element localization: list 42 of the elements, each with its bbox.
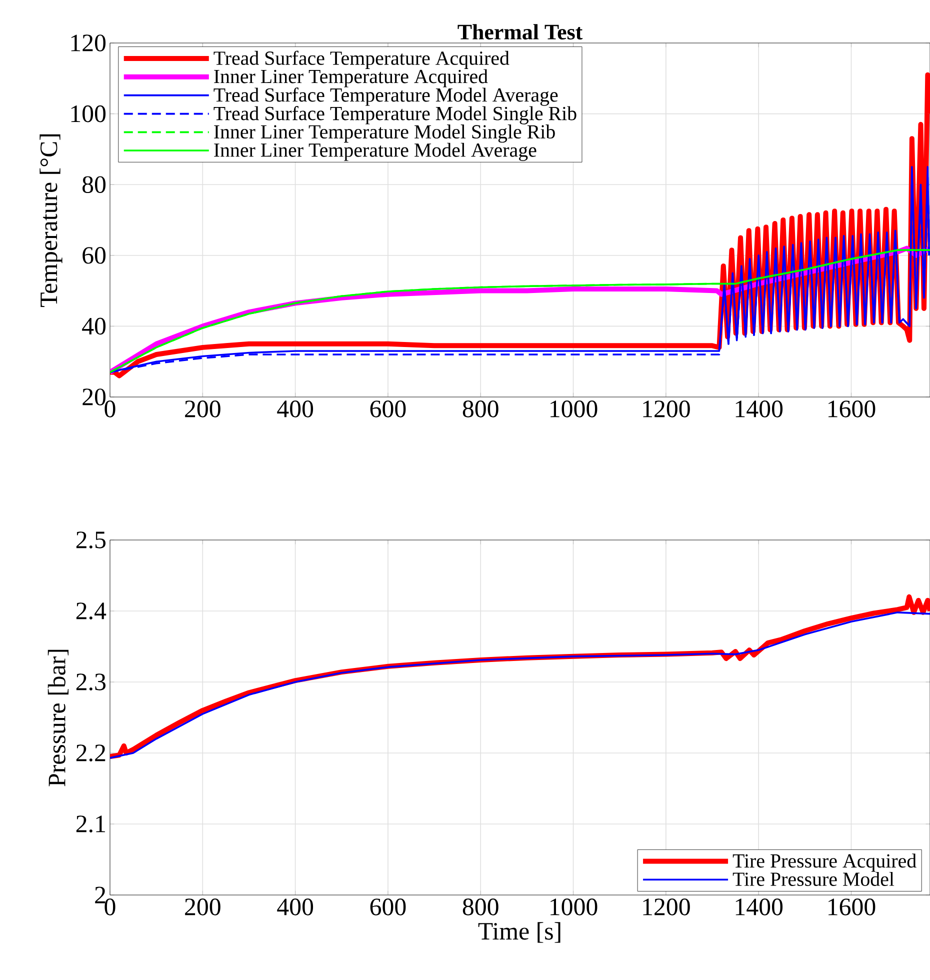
legend-label: Tread Surface Temperature Acquired: [214, 50, 510, 69]
legend-label: Tread Surface Temperature Model Single Rib: [214, 106, 576, 124]
x-tick-label: 800: [462, 400, 498, 418]
legend-label: Inner Liner Temperature Acquired: [214, 69, 488, 88]
y-tick-label: 2.2: [76, 744, 105, 762]
x-tick-label: 1600: [828, 400, 876, 418]
x-tick-label: 200: [184, 898, 220, 916]
legend-label: Inner Liner Temperature Model Average: [214, 142, 536, 161]
y-tick-label: 60: [82, 246, 106, 264]
x-tick-label: 1000: [550, 898, 598, 916]
chart-title: Thermal Test: [458, 24, 582, 40]
legend-label: Inner Liner Temperature Model Single Rib: [214, 124, 555, 143]
y-tick-label: 120: [71, 34, 106, 52]
x-tick-label: 200: [184, 400, 220, 418]
x-tick-label: 1000: [550, 400, 598, 418]
x-tick-label: 0: [104, 898, 116, 916]
y-tick-label: 40: [82, 318, 106, 335]
x-tick-label: 1400: [736, 400, 782, 418]
y-axis-title: Temperature [°C]: [40, 134, 62, 307]
y-tick-label: 2.1: [76, 816, 105, 832]
y-tick-label: 2.5: [76, 532, 106, 548]
legend-label: Tire Pressure Acquired: [732, 854, 916, 872]
x-tick-label: 0: [104, 400, 116, 418]
legend-label: Tread Surface Temperature Model Average: [214, 88, 558, 106]
x-tick-label: 1600: [828, 898, 876, 916]
y-tick-label: 2.4: [76, 602, 106, 620]
x-tick-label: 400: [276, 898, 313, 916]
y-tick-label: 100: [71, 105, 106, 122]
y-tick-label: 20: [82, 388, 106, 406]
y-tick-label: 2.3: [76, 674, 106, 690]
x-tick-label: 800: [462, 898, 498, 916]
x-axis-title: Time [s]: [478, 922, 560, 943]
y-tick-label: 2: [94, 886, 105, 904]
x-tick-label: 1400: [736, 898, 782, 916]
x-tick-label: 1200: [643, 898, 690, 916]
x-tick-label: 600: [370, 400, 406, 418]
y-tick-label: 80: [82, 176, 106, 194]
x-tick-label: 400: [276, 400, 313, 418]
y-axis-title: Pressure [bar]: [48, 650, 68, 786]
x-tick-label: 600: [370, 898, 406, 916]
x-tick-label: 1200: [643, 400, 690, 418]
legend-label: Tire Pressure Model: [732, 872, 894, 886]
